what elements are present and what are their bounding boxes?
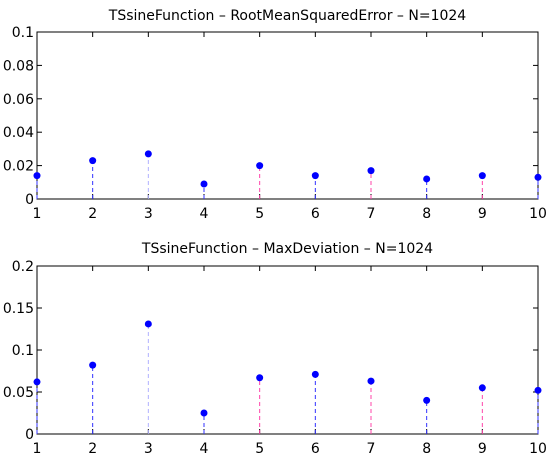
chart-title: TSsineFunction – RootMeanSquaredError – … — [108, 8, 467, 24]
y-tick-label: 0 — [25, 427, 34, 443]
data-point — [367, 377, 375, 385]
data-point — [311, 370, 319, 378]
y-tick-label: 0.2 — [12, 259, 34, 275]
y-tick-label: 0 — [25, 192, 34, 208]
data-point — [311, 172, 319, 180]
x-tick-label: 8 — [422, 206, 431, 222]
x-tick-label: 4 — [200, 441, 209, 457]
data-point — [478, 384, 486, 392]
rmse-subplot: TSsineFunction – RootMeanSquaredError – … — [3, 8, 547, 222]
x-tick-label: 2 — [88, 441, 97, 457]
data-point — [256, 374, 264, 382]
x-tick-label: 6 — [311, 441, 320, 457]
x-tick-label: 5 — [255, 441, 264, 457]
x-tick-label: 3 — [144, 206, 153, 222]
data-point — [144, 150, 152, 158]
x-tick-label: 6 — [311, 206, 320, 222]
y-tick-label: 0.08 — [3, 58, 34, 74]
data-point — [423, 175, 431, 183]
data-point — [367, 167, 375, 175]
y-tick-label: 0.06 — [3, 92, 34, 108]
data-point — [256, 162, 264, 170]
maxdeviation-subplot: TSsineFunction – MaxDeviation – N=1024 0 0… — [3, 241, 547, 457]
data-point — [89, 361, 97, 369]
x-tick-label: 8 — [422, 441, 431, 457]
y-tick-label: 0.1 — [12, 343, 34, 359]
chart-title: TSsineFunction – MaxDeviation – N=1024 — [141, 241, 433, 257]
axes-box — [36, 31, 539, 200]
y-tick-label: 0.15 — [3, 301, 34, 317]
y-tick-label: 0.02 — [3, 159, 34, 175]
x-tick-label: 2 — [88, 206, 97, 222]
data-point — [200, 180, 208, 188]
data-point — [200, 409, 208, 417]
data-point — [144, 320, 152, 328]
x-tick-label: 10 — [529, 441, 547, 457]
data-point — [534, 173, 542, 181]
data-point — [33, 172, 41, 180]
x-tick-label: 9 — [478, 206, 487, 222]
x-tick-label: 9 — [478, 441, 487, 457]
x-tick-label: 7 — [367, 441, 376, 457]
data-point — [89, 157, 97, 165]
y-tick-label: 0.05 — [3, 385, 34, 401]
x-tick-label: 4 — [200, 206, 209, 222]
x-tick-label: 1 — [33, 441, 42, 457]
y-tick-label: 0.1 — [12, 25, 34, 41]
data-point — [478, 172, 486, 180]
data-point — [534, 386, 542, 394]
data-point — [423, 396, 431, 404]
y-tick-label: 0.04 — [3, 125, 34, 141]
data-point — [33, 378, 41, 386]
x-tick-label: 7 — [367, 206, 376, 222]
x-tick-label: 3 — [144, 441, 153, 457]
x-tick-label: 5 — [255, 206, 264, 222]
x-tick-label: 10 — [529, 206, 547, 222]
x-tick-label: 1 — [33, 206, 42, 222]
axes-box — [36, 265, 539, 435]
